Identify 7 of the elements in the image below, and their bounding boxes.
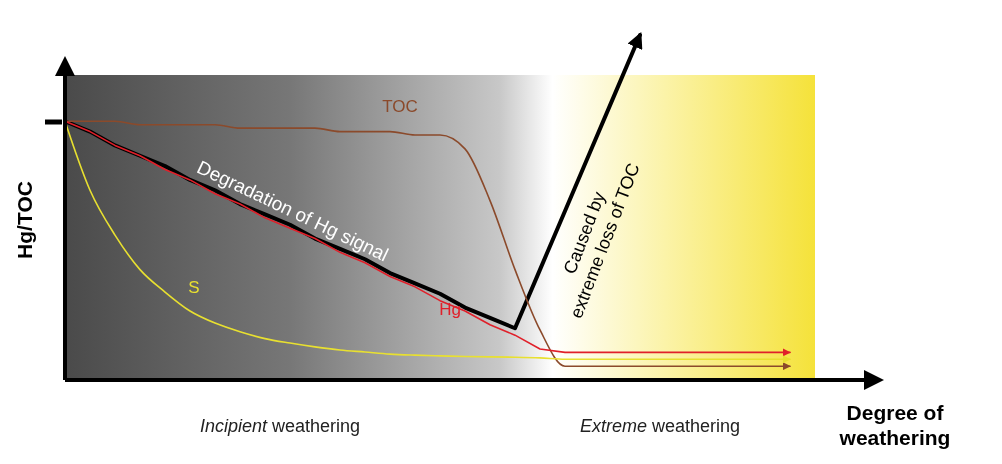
- x-axis-title: Degree of weathering: [838, 401, 951, 449]
- series-label: Hg: [439, 299, 461, 319]
- text: Incipient weathering: [199, 416, 361, 436]
- series-label: TOC: [382, 96, 418, 116]
- series-label: S: [188, 278, 200, 297]
- y-axis-title: Hg/TOC: [13, 181, 36, 259]
- text: Extreme weathering: [579, 416, 741, 436]
